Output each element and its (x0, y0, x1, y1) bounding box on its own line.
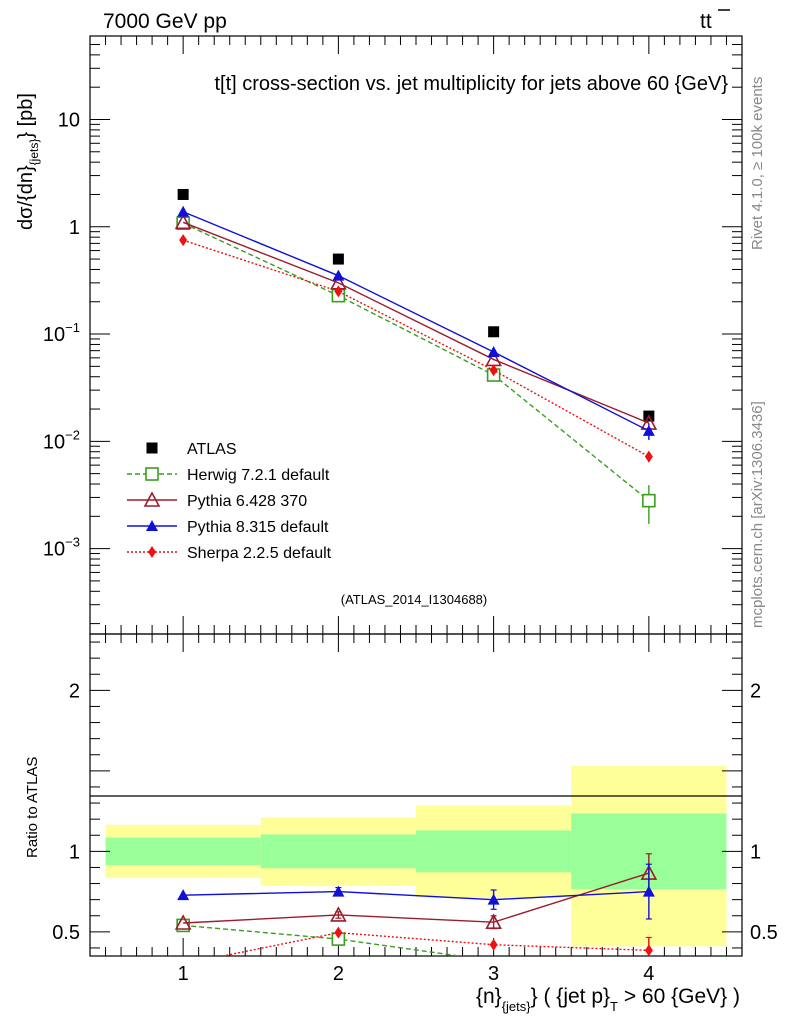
rivet-version-label: Rivet 4.1.0, ≥ 100k events (749, 77, 766, 250)
ratio-x-tick-label: 2 (333, 963, 344, 985)
legend-entry: Herwig 7.2.1 default (127, 467, 330, 484)
inner-uncertainty-band (105, 837, 261, 866)
ratio-data-point (487, 893, 500, 905)
ratio-data-point (330, 906, 347, 922)
data-point (179, 234, 188, 247)
ratio-y-tick-label: 0.5 (52, 922, 80, 944)
ratio-uncertainty-bands (105, 766, 727, 947)
legend-label: ATLAS (187, 441, 237, 458)
header-energy-label: 7000 GeV pp (103, 10, 227, 33)
series-sherpa-2-2-5-default (179, 234, 653, 463)
data-point (642, 493, 656, 508)
data-point (174, 213, 192, 230)
data-point (332, 269, 345, 281)
ratio-series-line (183, 924, 465, 956)
legend-label: Pythia 6.428 370 (187, 493, 307, 510)
series-line (182, 239, 650, 458)
ratio-data-point (485, 913, 502, 929)
ratio-y-axis-label: Ratio to ATLAS (24, 757, 41, 858)
inner-uncertainty-band (416, 830, 572, 873)
series-line (182, 211, 650, 432)
main-y-tick-label: 10−3 (43, 535, 80, 561)
ratio-series-line (183, 872, 650, 924)
legend-label: Herwig 7.2.1 default (187, 467, 330, 484)
x-axis-label: {n}{jets}} ( {jet p}T > 60 {GeV} ) (476, 985, 740, 1014)
ratio-data-point (644, 944, 653, 956)
ratio-data-point (334, 926, 343, 939)
legend-label: Sherpa 2.2.5 default (187, 545, 332, 562)
data-point (332, 253, 344, 265)
ratio-x-tick-label: 4 (643, 963, 654, 985)
legend: ATLAS Herwig 7.2.1 default Pythia 6.428 37… (127, 441, 332, 562)
main-y-axis-label-main: dσ/{dn}{jets}} [pb] (15, 93, 41, 230)
ratio-y-tick-labels: 2 2 1 1 0.5 0.5 (52, 680, 778, 944)
main-y-tick-labels: 10 1 10−1 10−2 10−3 (43, 109, 80, 560)
ratio-data-point (642, 885, 655, 897)
ratio-series-line (183, 890, 649, 901)
data-point (177, 188, 189, 200)
main-y-tick-label: 10−2 (43, 427, 80, 453)
legend-entry: Sherpa 2.2.5 default (127, 545, 332, 562)
legend-marker (148, 546, 156, 558)
ratio-y-tick-label-right: 0.5 (750, 922, 778, 944)
analysis-watermark: (ATLAS_2014_I1304688) (341, 592, 487, 607)
ratio-y-tick-label: 2 (69, 680, 80, 702)
legend-marker (146, 442, 158, 454)
ratio-axis-ticks (90, 634, 742, 956)
inner-uncertainty-band (260, 834, 416, 869)
legend-entry: Pythia 6.428 370 (127, 491, 307, 510)
main-plot-title: t[t] cross-section vs. jet multiplicity … (214, 73, 728, 95)
ratio-y-tick-label-right: 1 (750, 841, 761, 863)
main-y-tick-label: 1 (69, 217, 80, 239)
series-atlas (177, 188, 655, 422)
ratio-y-tick-label: 1 (69, 841, 80, 863)
legend-marker (146, 520, 158, 531)
main-y-tick-label: 10−1 (43, 320, 80, 346)
main-axis-ticks (90, 35, 742, 634)
series-line (182, 221, 650, 424)
ratio-series-sherpa-2-2-5-default (219, 926, 653, 956)
data-point (488, 326, 500, 338)
ratio-x-tick-labels: 1 2 3 4 (178, 963, 655, 985)
data-point (487, 346, 500, 358)
ratio-data-point (489, 938, 498, 951)
series-line (182, 222, 650, 502)
series-pythia-8-315-default (177, 205, 655, 440)
ratio-data-point (332, 885, 345, 897)
legend-entry: Pythia 8.315 default (127, 519, 329, 536)
legend-label: Pythia 8.315 default (187, 519, 329, 536)
data-point (644, 450, 653, 463)
header-process-label: tt (700, 10, 712, 33)
main-y-tick-label: 10 (58, 109, 80, 131)
ratio-data-point (174, 914, 192, 930)
main-y-axis-label: dσ/{dn}{jets}} [pb] (15, 93, 41, 230)
ratio-series-pythia-8-315-default (177, 863, 655, 920)
legend-marker (145, 467, 159, 481)
series-pythia-6-428-370 (174, 213, 658, 430)
ratio-series-group (174, 853, 658, 956)
ratio-series-line (219, 931, 649, 956)
ratio-data-point (177, 889, 190, 901)
ratio-y-tick-label-right: 2 (750, 680, 761, 702)
ratio-plot-panel: 2 2 1 1 0.5 0.5 1 2 3 4 (52, 633, 778, 985)
ratio-data-series (174, 853, 658, 956)
ratio-x-tick-label: 3 (488, 963, 499, 985)
data-point (177, 205, 190, 217)
main-plot-panel: 10 1 10−1 10−2 10−3 t[t] cross-section vs. j… (43, 35, 743, 635)
data-point (334, 285, 343, 298)
legend-entry: ATLAS (146, 441, 237, 458)
ratio-x-tick-label: 1 (178, 963, 189, 985)
main-data-series (174, 188, 658, 524)
data-point (489, 364, 498, 377)
legend-marker (143, 491, 161, 507)
data-point (642, 424, 655, 436)
mcplots-source-label: mcplots.cern.ch [arXiv:1306.3436] (749, 401, 766, 628)
